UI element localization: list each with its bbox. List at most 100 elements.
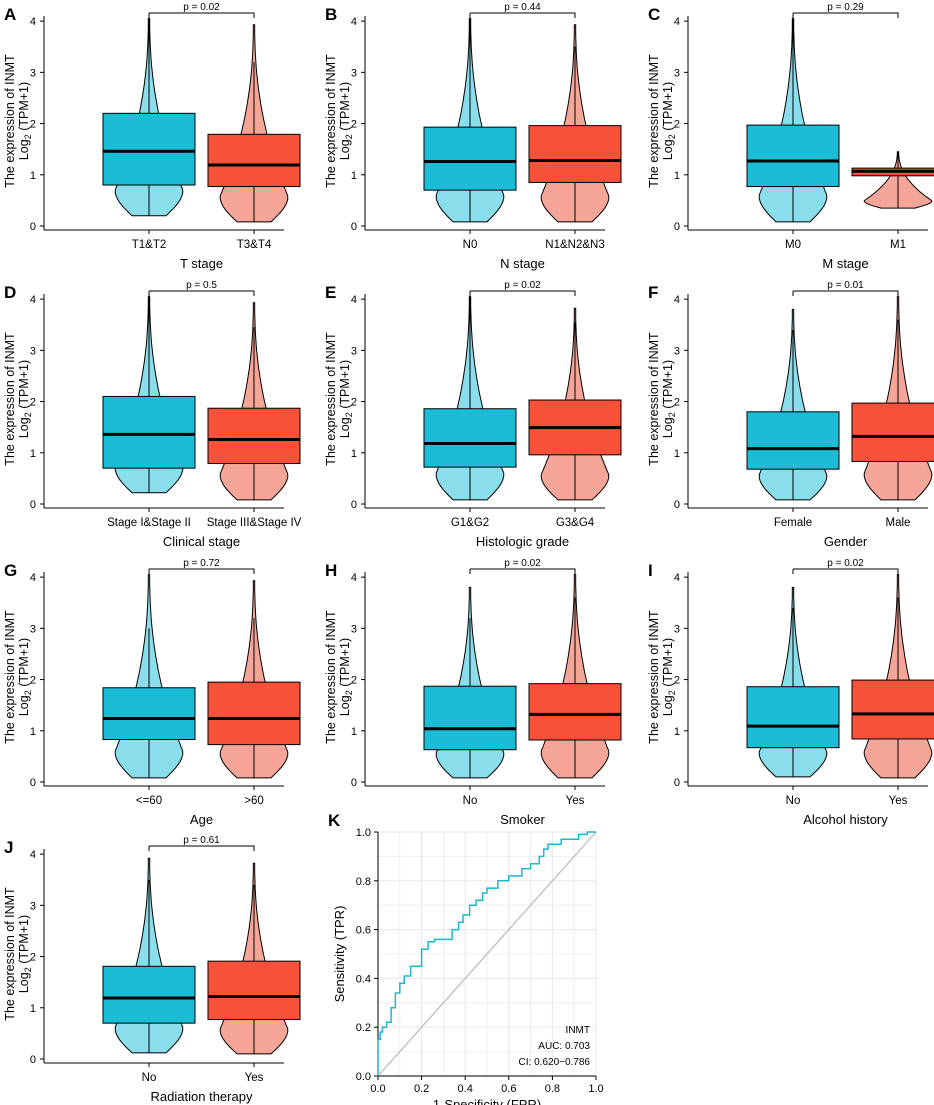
box-iqr: [207, 960, 301, 1021]
box-iqr: [746, 124, 840, 188]
y-tick-label: 3: [30, 623, 36, 635]
significance-bracket: [148, 568, 255, 574]
y-axis-title-line2: Log2 (TPM+1): [17, 82, 33, 160]
y-axis-title-line1: The expression of INMT: [3, 54, 17, 188]
p-value: p = 0.01: [827, 280, 864, 291]
y-axis-title-line1: The expression of INMT: [324, 332, 338, 466]
y-tick-label: 2: [351, 119, 357, 131]
y-tick-label: 3: [674, 67, 680, 79]
y-axis-title-line1: The expression of INMT: [324, 54, 338, 188]
y-axis-title-line2: Log2 (TPM+1): [338, 360, 354, 438]
box-iqr: [102, 687, 196, 740]
y-tick-label: 1: [30, 726, 36, 738]
box-iqr: [207, 407, 301, 465]
y-axis-title-log: Log: [17, 695, 31, 716]
panel-label: C: [648, 5, 660, 24]
y-tick-label: 4: [351, 16, 357, 28]
y-tick-label: 2: [674, 675, 680, 687]
x-tick-label: No: [463, 795, 478, 807]
y-axis-title-line1: The expression of INMT: [324, 610, 338, 744]
x-tick-label: Male: [886, 517, 911, 529]
y-tick-label: 3: [351, 345, 357, 357]
roc-ci: CI: 0.620−0.786: [519, 1057, 591, 1068]
y-tick-label: 3: [30, 900, 36, 912]
y-axis-title-log: Log: [17, 139, 31, 160]
panel-label: G: [4, 561, 17, 580]
y-axis-title-units: (TPM+1): [17, 638, 31, 690]
y-axis-title-log: Log: [17, 972, 31, 993]
x-tick-label: Female: [774, 517, 812, 529]
y-tick-label: 0: [674, 499, 680, 511]
panel-label: K: [328, 811, 341, 830]
p-value: p = 0.02: [183, 2, 220, 13]
y-axis-title-line2: Log2 (TPM+1): [17, 638, 33, 716]
reference-diagonal: [377, 831, 597, 1077]
y-axis-title-units: (TPM+1): [338, 360, 352, 412]
panel-label: B: [325, 5, 337, 24]
x-tick-label: Yes: [566, 795, 585, 807]
y-tick-label: 0: [351, 221, 357, 233]
y-axis-title-units: (TPM+1): [17, 915, 31, 967]
box-iqr: [528, 683, 622, 741]
y-axis-title-subscript: 2: [23, 967, 33, 972]
y-axis-title-line1: The expression of INMT: [647, 610, 661, 744]
y-tick-label: 2: [351, 397, 357, 409]
y-tick-label: 1.0: [356, 827, 371, 839]
y-tick-label: 0: [30, 499, 36, 511]
x-tick-label: M1: [890, 239, 906, 251]
y-axis-title-subscript: 2: [344, 412, 354, 417]
x-axis-title: Smoker: [500, 812, 545, 827]
y-axis-title-line1: The expression of INMT: [3, 887, 17, 1021]
y-tick-label: 0: [674, 777, 680, 789]
p-value: p = 0.02: [504, 558, 541, 569]
y-tick-label: 0.6: [356, 925, 371, 937]
box-iqr: [102, 395, 196, 469]
x-tick-label: Stage III&Stage IV: [207, 517, 302, 529]
x-tick-label: T1&T2: [132, 239, 167, 251]
y-tick-label: 4: [30, 294, 36, 306]
x-axis-title: Radiation therapy: [151, 1089, 253, 1104]
significance-bracket: [148, 290, 255, 296]
x-axis-title: Histologic grade: [476, 534, 569, 549]
y-tick-label: 0.4: [356, 973, 371, 985]
y-axis-title-line1: The expression of INMT: [647, 54, 661, 188]
x-tick-label: >60: [244, 795, 264, 807]
y-tick-label: 1: [30, 448, 36, 460]
y-tick-label: 3: [674, 623, 680, 635]
panel-label: A: [4, 5, 16, 24]
x-tick-label: T3&T4: [237, 239, 272, 251]
panel-label: I: [648, 561, 653, 580]
p-value: p = 0.02: [827, 558, 864, 569]
x-tick-label: No: [142, 1072, 157, 1084]
y-tick-label: 0.8: [356, 876, 371, 888]
y-tick-label: 0: [30, 1054, 36, 1066]
y-axis-title-line2: Log2 (TPM+1): [661, 638, 677, 716]
box-iqr: [423, 126, 517, 191]
y-axis-title-line2: Log2 (TPM+1): [661, 82, 677, 160]
box-iqr: [746, 411, 840, 470]
y-axis-title-log: Log: [661, 695, 675, 716]
y-axis-title-log: Log: [338, 139, 352, 160]
box-iqr: [851, 679, 934, 740]
x-tick-label: N1&N2&N3: [545, 239, 604, 251]
y-tick-label: 1: [674, 448, 680, 460]
y-tick-label: 1: [351, 170, 357, 182]
roc-legend-name: INMT: [566, 1025, 590, 1036]
x-tick-label: 0.4: [458, 1083, 473, 1095]
significance-bracket: [469, 568, 576, 574]
box-iqr: [423, 685, 517, 751]
y-tick-label: 4: [674, 16, 680, 28]
y-tick-label: 0: [674, 221, 680, 233]
x-axis-title: 1-Specificity (FPR): [433, 1097, 541, 1105]
y-axis-title-line2: Log2 (TPM+1): [338, 638, 354, 716]
y-tick-label: 4: [674, 572, 680, 584]
y-tick-label: 2: [674, 119, 680, 131]
y-axis-title-line2: Log2 (TPM+1): [17, 915, 33, 993]
